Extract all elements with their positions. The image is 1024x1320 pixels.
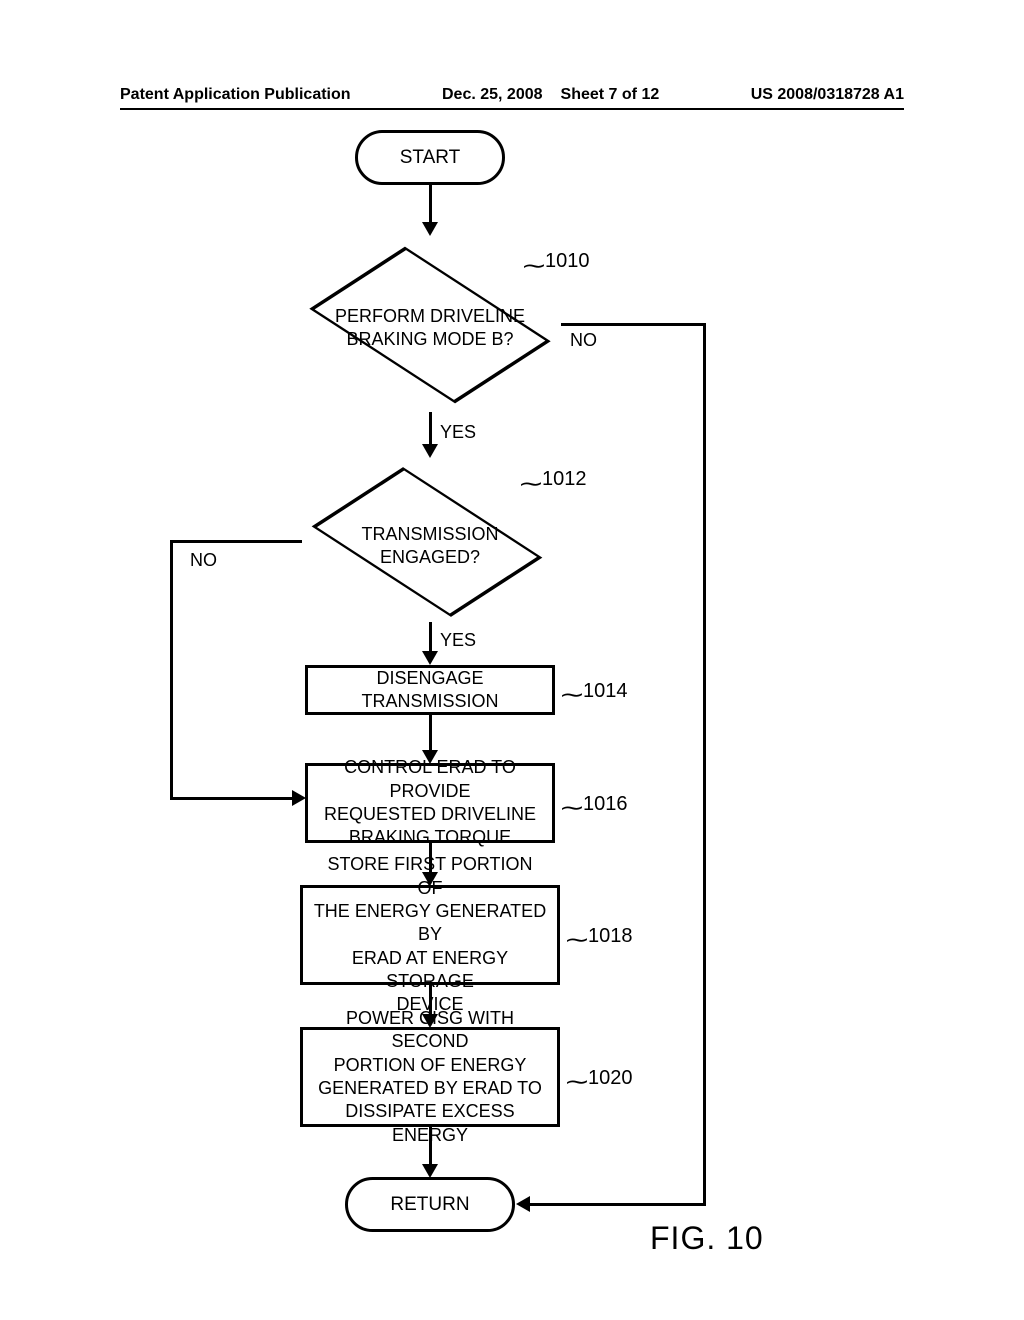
process-disengage: DISENGAGE TRANSMISSION xyxy=(305,665,555,715)
terminator-return: RETURN xyxy=(345,1177,515,1232)
d1-no: NO xyxy=(570,330,597,351)
d1-yes: YES xyxy=(440,422,476,443)
flowchart: START PERFORM DRIVELINE BRAKING MODE B? … xyxy=(0,130,1024,1280)
terminator-start: START xyxy=(355,130,505,185)
return-label: RETURN xyxy=(390,1194,469,1216)
ref-1012: 1012 xyxy=(542,468,587,491)
start-label: START xyxy=(400,147,461,169)
figure-label: FIG. 10 xyxy=(650,1220,764,1257)
p2-text: CONTROL ERAD TO PROVIDE REQUESTED DRIVEL… xyxy=(318,756,542,850)
d2-no: NO xyxy=(190,550,217,571)
process-control-erad: CONTROL ERAD TO PROVIDE REQUESTED DRIVEL… xyxy=(305,763,555,843)
header-date: Dec. 25, 2008 xyxy=(442,86,543,104)
ref-1020: 1020 xyxy=(588,1067,633,1090)
process-store-energy: STORE FIRST PORTION OF THE ENERGY GENERA… xyxy=(300,885,560,985)
ref-1014: 1014 xyxy=(583,680,628,703)
d2-yes: YES xyxy=(440,630,476,651)
process-power-cisg: POWER CISG WITH SECOND PORTION OF ENERGY… xyxy=(300,1027,560,1127)
p1-text: DISENGAGE TRANSMISSION xyxy=(318,667,542,714)
header-pubno: US 2008/0318728 A1 xyxy=(751,86,904,104)
header-sheet: Sheet 7 of 12 xyxy=(561,86,660,104)
ref-1018: 1018 xyxy=(588,925,633,948)
page-header: Patent Application Publication Dec. 25, … xyxy=(120,86,904,110)
decision-1-text: PERFORM DRIVELINE BRAKING MODE B? xyxy=(290,305,570,350)
ref-1016: 1016 xyxy=(583,793,628,816)
decision-2-text: TRANSMISSION ENGAGED? xyxy=(290,523,570,568)
header-pub: Patent Application Publication xyxy=(120,86,351,104)
ref-1010: 1010 xyxy=(545,250,590,273)
